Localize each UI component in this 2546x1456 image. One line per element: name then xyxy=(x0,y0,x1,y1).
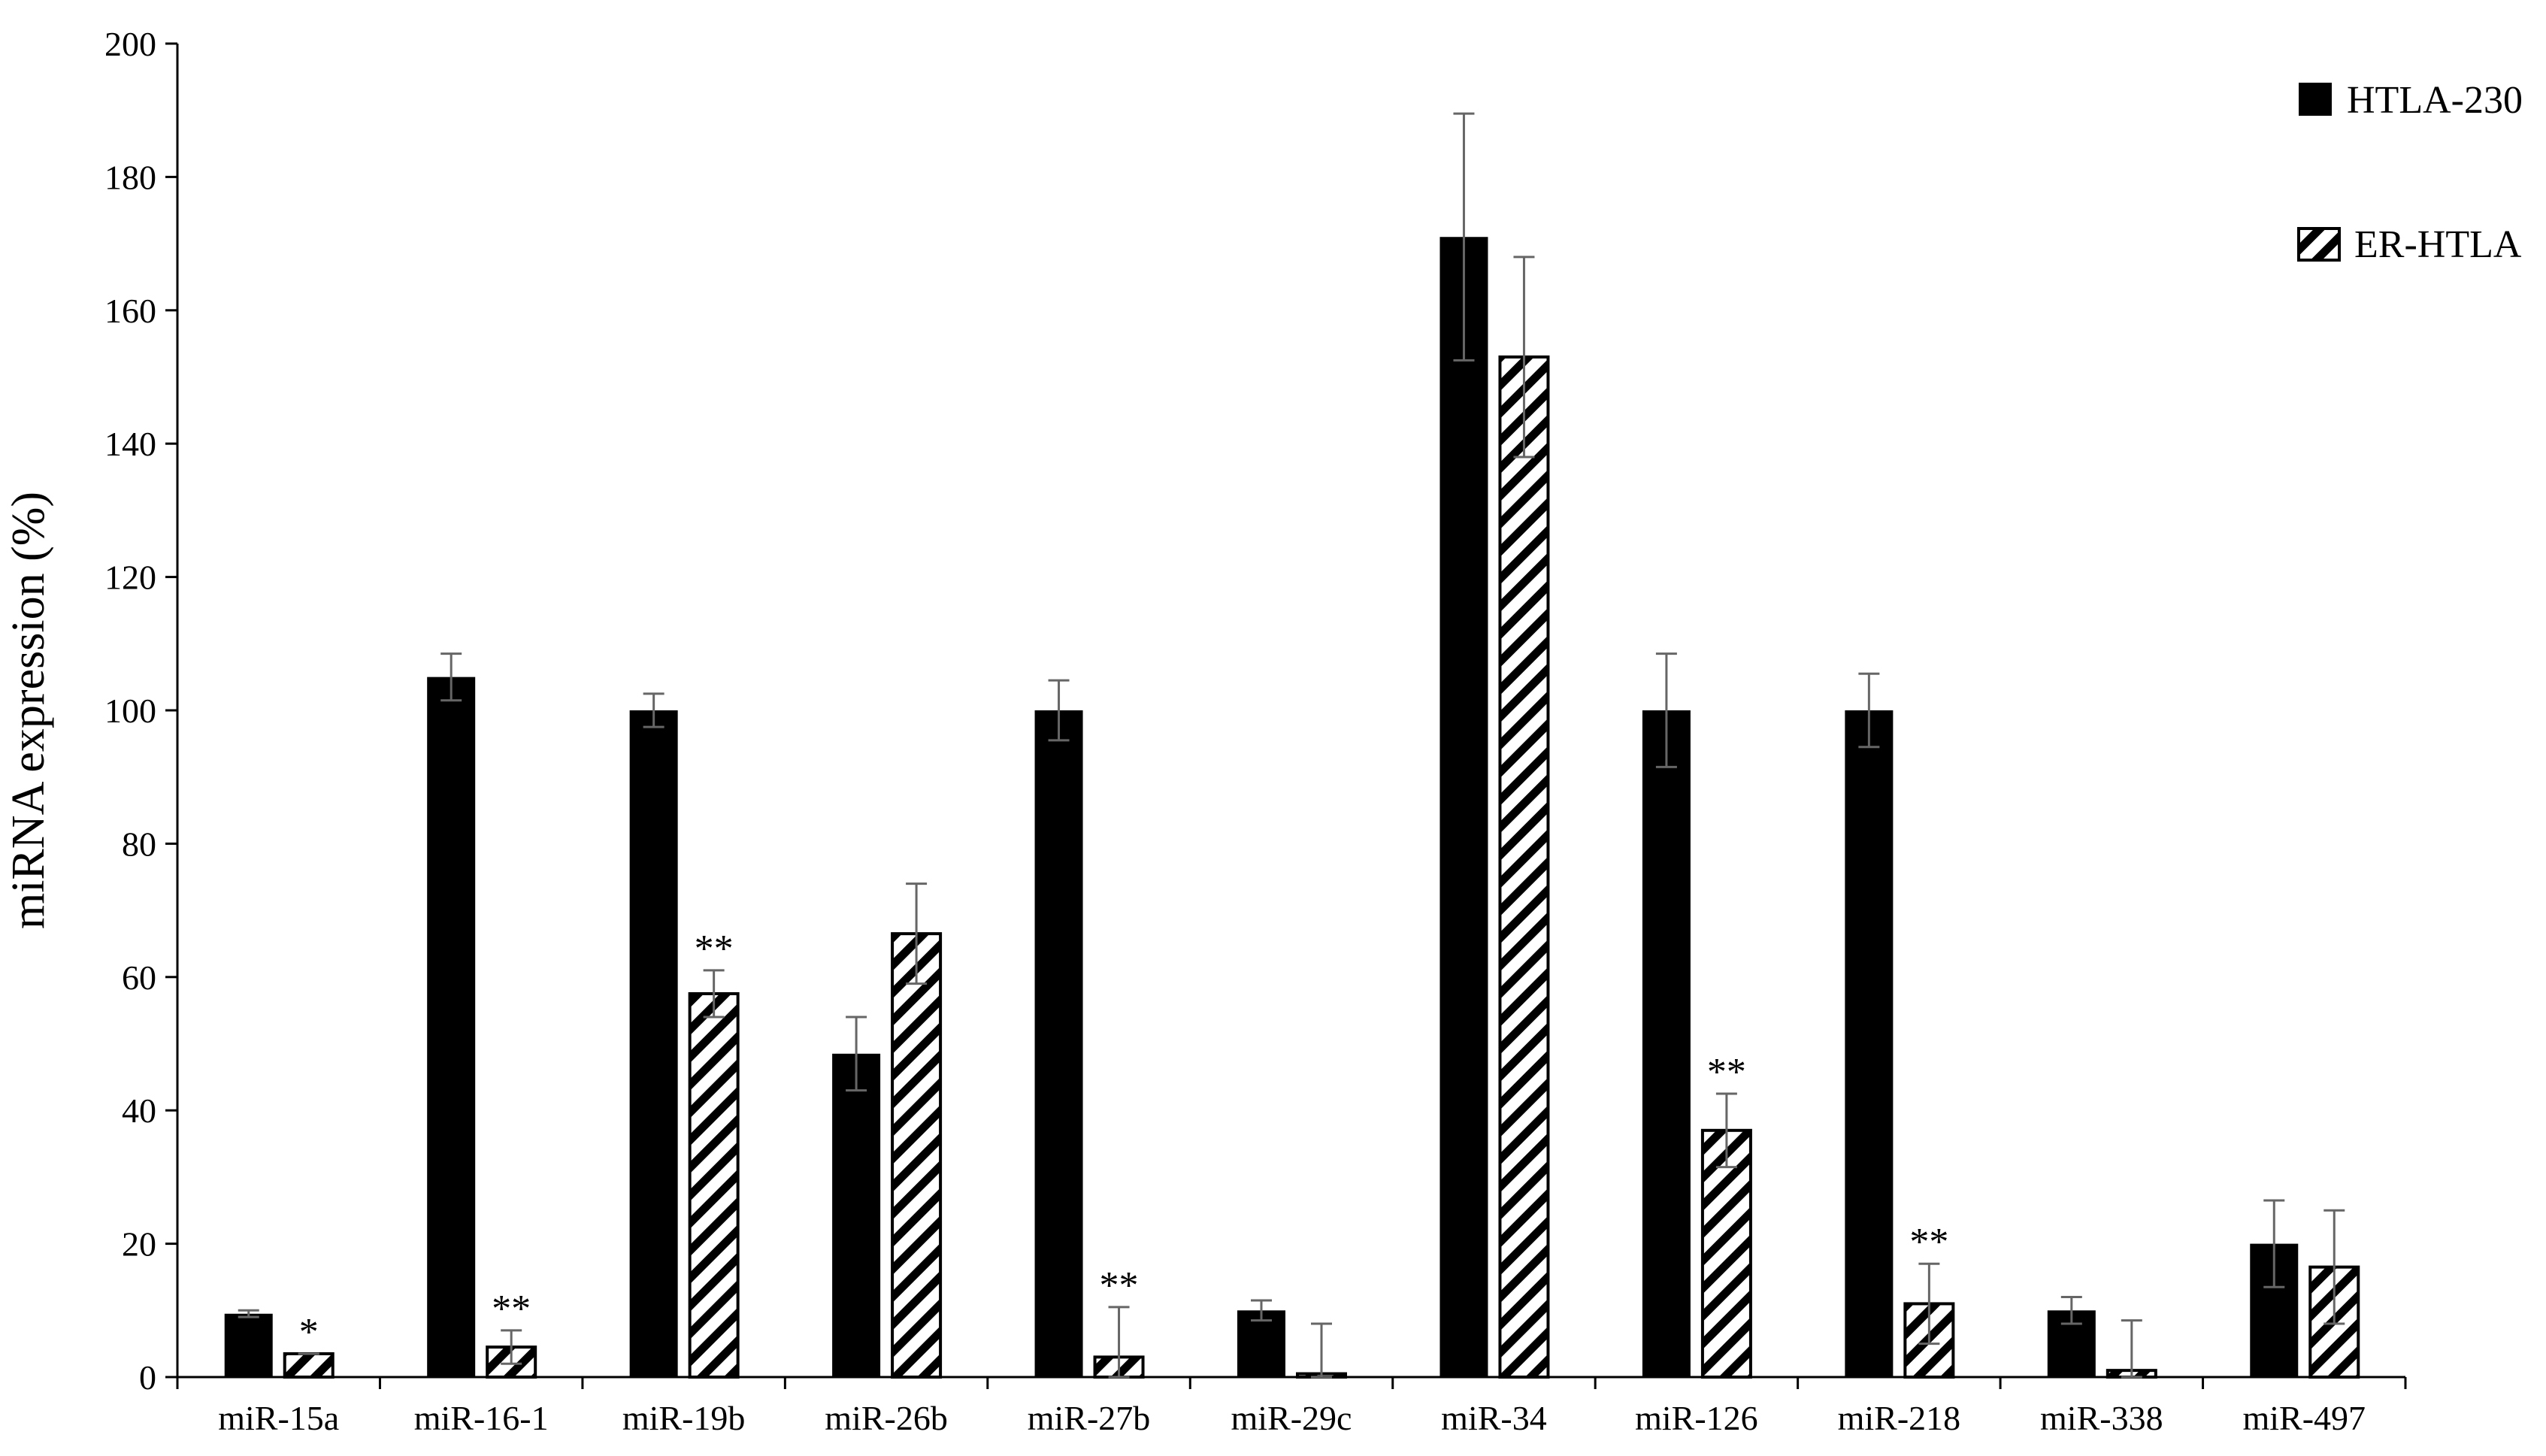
y-tick-label-80: 80 xyxy=(122,825,156,863)
significance-marker-mir-16-1: ** xyxy=(492,1288,531,1330)
error-bar-htla-230-mir-497 xyxy=(2263,1199,2285,1288)
bar-htla-230-mir-19b xyxy=(629,710,678,1377)
bar-htla-230-mir-16-1 xyxy=(427,677,476,1377)
x-tick-label-mir-19b: miR-19b xyxy=(622,1399,746,1437)
error-bar-er-htla-mir-34 xyxy=(1513,256,1535,459)
bar-htla-230-mir-15a xyxy=(224,1313,273,1377)
x-tick-label-mir-126: miR-126 xyxy=(1635,1399,1758,1437)
significance-marker-mir-126: ** xyxy=(1707,1051,1746,1094)
error-bar-er-htla-mir-27b xyxy=(1108,1306,1130,1379)
legend-label-htla-230: HTLA-230 xyxy=(2347,79,2523,122)
y-tick-label-180: 180 xyxy=(104,158,156,196)
significance-marker-mir-218: ** xyxy=(1909,1221,1948,1264)
error-bar-er-htla-mir-497 xyxy=(2323,1209,2345,1325)
error-bar-htla-230-mir-16-1 xyxy=(440,652,462,702)
bar-htla-230-mir-218 xyxy=(1845,710,1894,1377)
x-tick-label-mir-29c: miR-29c xyxy=(1231,1399,1352,1437)
y-axis-ticks: 0 20 40 60 80 100 120 140 160 180 200 xyxy=(104,25,177,1397)
significance-marker-mir-27b: ** xyxy=(1100,1264,1139,1307)
legend: HTLA-230 ER-HTLA xyxy=(2297,79,2523,266)
error-bar-er-htla-mir-19b xyxy=(703,969,725,1019)
y-tick-label-160: 160 xyxy=(104,292,156,330)
bar-er-htla-mir-34 xyxy=(1498,355,1550,1379)
error-bar-htla-230-mir-29c xyxy=(1251,1299,1272,1322)
error-bar-htla-230-mir-27b xyxy=(1048,679,1070,742)
bar-htla-230-mir-26b xyxy=(832,1053,881,1377)
error-bar-htla-230-mir-218 xyxy=(1858,672,1880,749)
bars xyxy=(224,237,2360,1379)
significance-marker-mir-19b: ** xyxy=(695,928,734,970)
error-bar-htla-230-mir-26b xyxy=(846,1016,867,1092)
x-tick-label-mir-15a: miR-15a xyxy=(218,1399,339,1437)
x-tick-label-mir-26b: miR-26b xyxy=(825,1399,948,1437)
y-tick-label-200: 200 xyxy=(104,25,156,63)
error-bar-htla-230-mir-19b xyxy=(643,692,665,728)
legend-swatch-htla-230 xyxy=(2299,83,2332,116)
error-bar-htla-230-mir-338 xyxy=(2060,1296,2082,1325)
x-tick-label-mir-27b: miR-27b xyxy=(1028,1399,1151,1437)
error-bar-er-htla-mir-29c xyxy=(1311,1322,1332,1379)
legend-swatch-er-htla xyxy=(2297,227,2341,262)
y-tick-label-100: 100 xyxy=(104,692,156,730)
y-tick-label-60: 60 xyxy=(122,958,156,997)
y-axis-label: miRNA expression (%) xyxy=(3,492,54,929)
y-tick-label-0: 0 xyxy=(139,1358,156,1397)
error-bars xyxy=(238,112,2345,1379)
x-tick-label-mir-338: miR-338 xyxy=(2040,1399,2163,1437)
x-tick-label-mir-497: miR-497 xyxy=(2242,1399,2366,1437)
error-bar-er-htla-mir-16-1 xyxy=(501,1329,522,1365)
bar-er-htla-mir-15a xyxy=(283,1352,335,1379)
error-bar-er-htla-mir-338 xyxy=(2121,1319,2142,1379)
x-tick-label-mir-218: miR-218 xyxy=(1838,1399,1961,1437)
bar-htla-230-mir-34 xyxy=(1440,237,1488,1378)
y-tick-label-120: 120 xyxy=(104,558,156,597)
error-bar-er-htla-mir-126 xyxy=(1715,1092,1737,1169)
significance-marker-mir-15a: * xyxy=(299,1311,319,1354)
error-bar-htla-230-mir-34 xyxy=(1453,112,1475,362)
bar-htla-230-mir-126 xyxy=(1642,710,1691,1377)
bar-er-htla-mir-126 xyxy=(1700,1128,1752,1379)
x-tick-label-mir-34: miR-34 xyxy=(1441,1399,1547,1437)
error-bar-er-htla-mir-26b xyxy=(906,882,928,985)
y-tick-label-20: 20 xyxy=(122,1225,156,1264)
bar-er-htla-mir-19b xyxy=(688,991,740,1379)
x-tick-label-mir-16-1: miR-16-1 xyxy=(414,1399,549,1437)
bar-htla-230-mir-27b xyxy=(1034,710,1083,1377)
y-tick-label-140: 140 xyxy=(104,425,156,463)
error-bar-htla-230-mir-126 xyxy=(1655,652,1677,768)
significance-annotations: *********** xyxy=(299,928,1949,1354)
axes xyxy=(176,44,2405,1379)
y-tick-label-40: 40 xyxy=(122,1091,156,1130)
legend-label-er-htla: ER-HTLA xyxy=(2354,223,2522,266)
x-axis-ticks: miR-15a miR-16-1 miR-19b miR-26b miR-27b miR-… xyxy=(176,1377,2407,1437)
error-bar-htla-230-mir-15a xyxy=(238,1309,259,1318)
bar-er-htla-mir-26b xyxy=(891,932,943,1379)
error-bar-er-htla-mir-218 xyxy=(1918,1262,1940,1346)
